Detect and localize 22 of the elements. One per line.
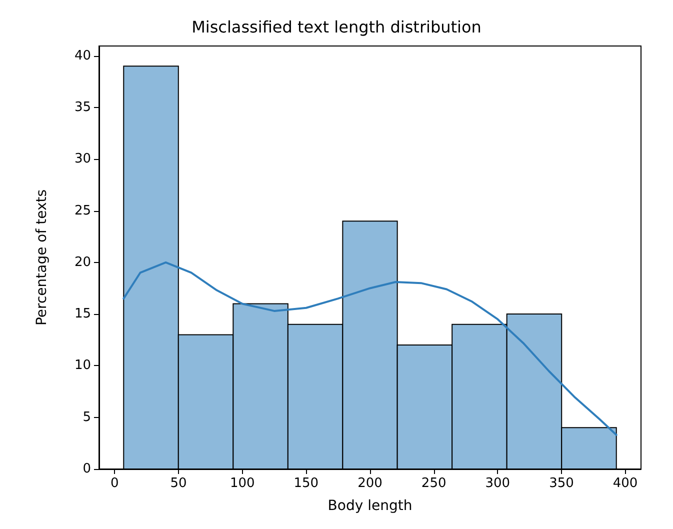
- x-tick-label: 0: [110, 476, 119, 491]
- x-tick-label: 200: [358, 476, 382, 491]
- x-axis-title: Body length: [328, 498, 412, 514]
- y-tick-label: 10: [74, 358, 91, 374]
- x-tick-label: 250: [421, 476, 446, 491]
- line-series: [122, 261, 618, 436]
- y-tick-label: 5: [82, 410, 91, 425]
- x-tick-label: 300: [485, 476, 510, 491]
- y-tick-label: 35: [74, 100, 91, 115]
- x-tick-label: 50: [170, 476, 187, 491]
- x-tick-label: 150: [294, 476, 319, 491]
- x-tick-label: 400: [612, 476, 638, 491]
- y-tick-label: 20: [74, 254, 91, 270]
- y-tick-label: 15: [74, 306, 91, 322]
- y-tick-label: 0: [82, 462, 91, 476]
- y-tick-label: 30: [74, 152, 91, 167]
- x-tick-label: 350: [549, 476, 574, 491]
- y-tick-label: 25: [74, 203, 91, 218]
- y-axis-title: Percentage of texts: [34, 189, 50, 326]
- y-tick-label: 40: [74, 48, 91, 64]
- x-tick-label: 100: [230, 476, 255, 491]
- chart-title: Misclassified text length distribution: [192, 18, 482, 36]
